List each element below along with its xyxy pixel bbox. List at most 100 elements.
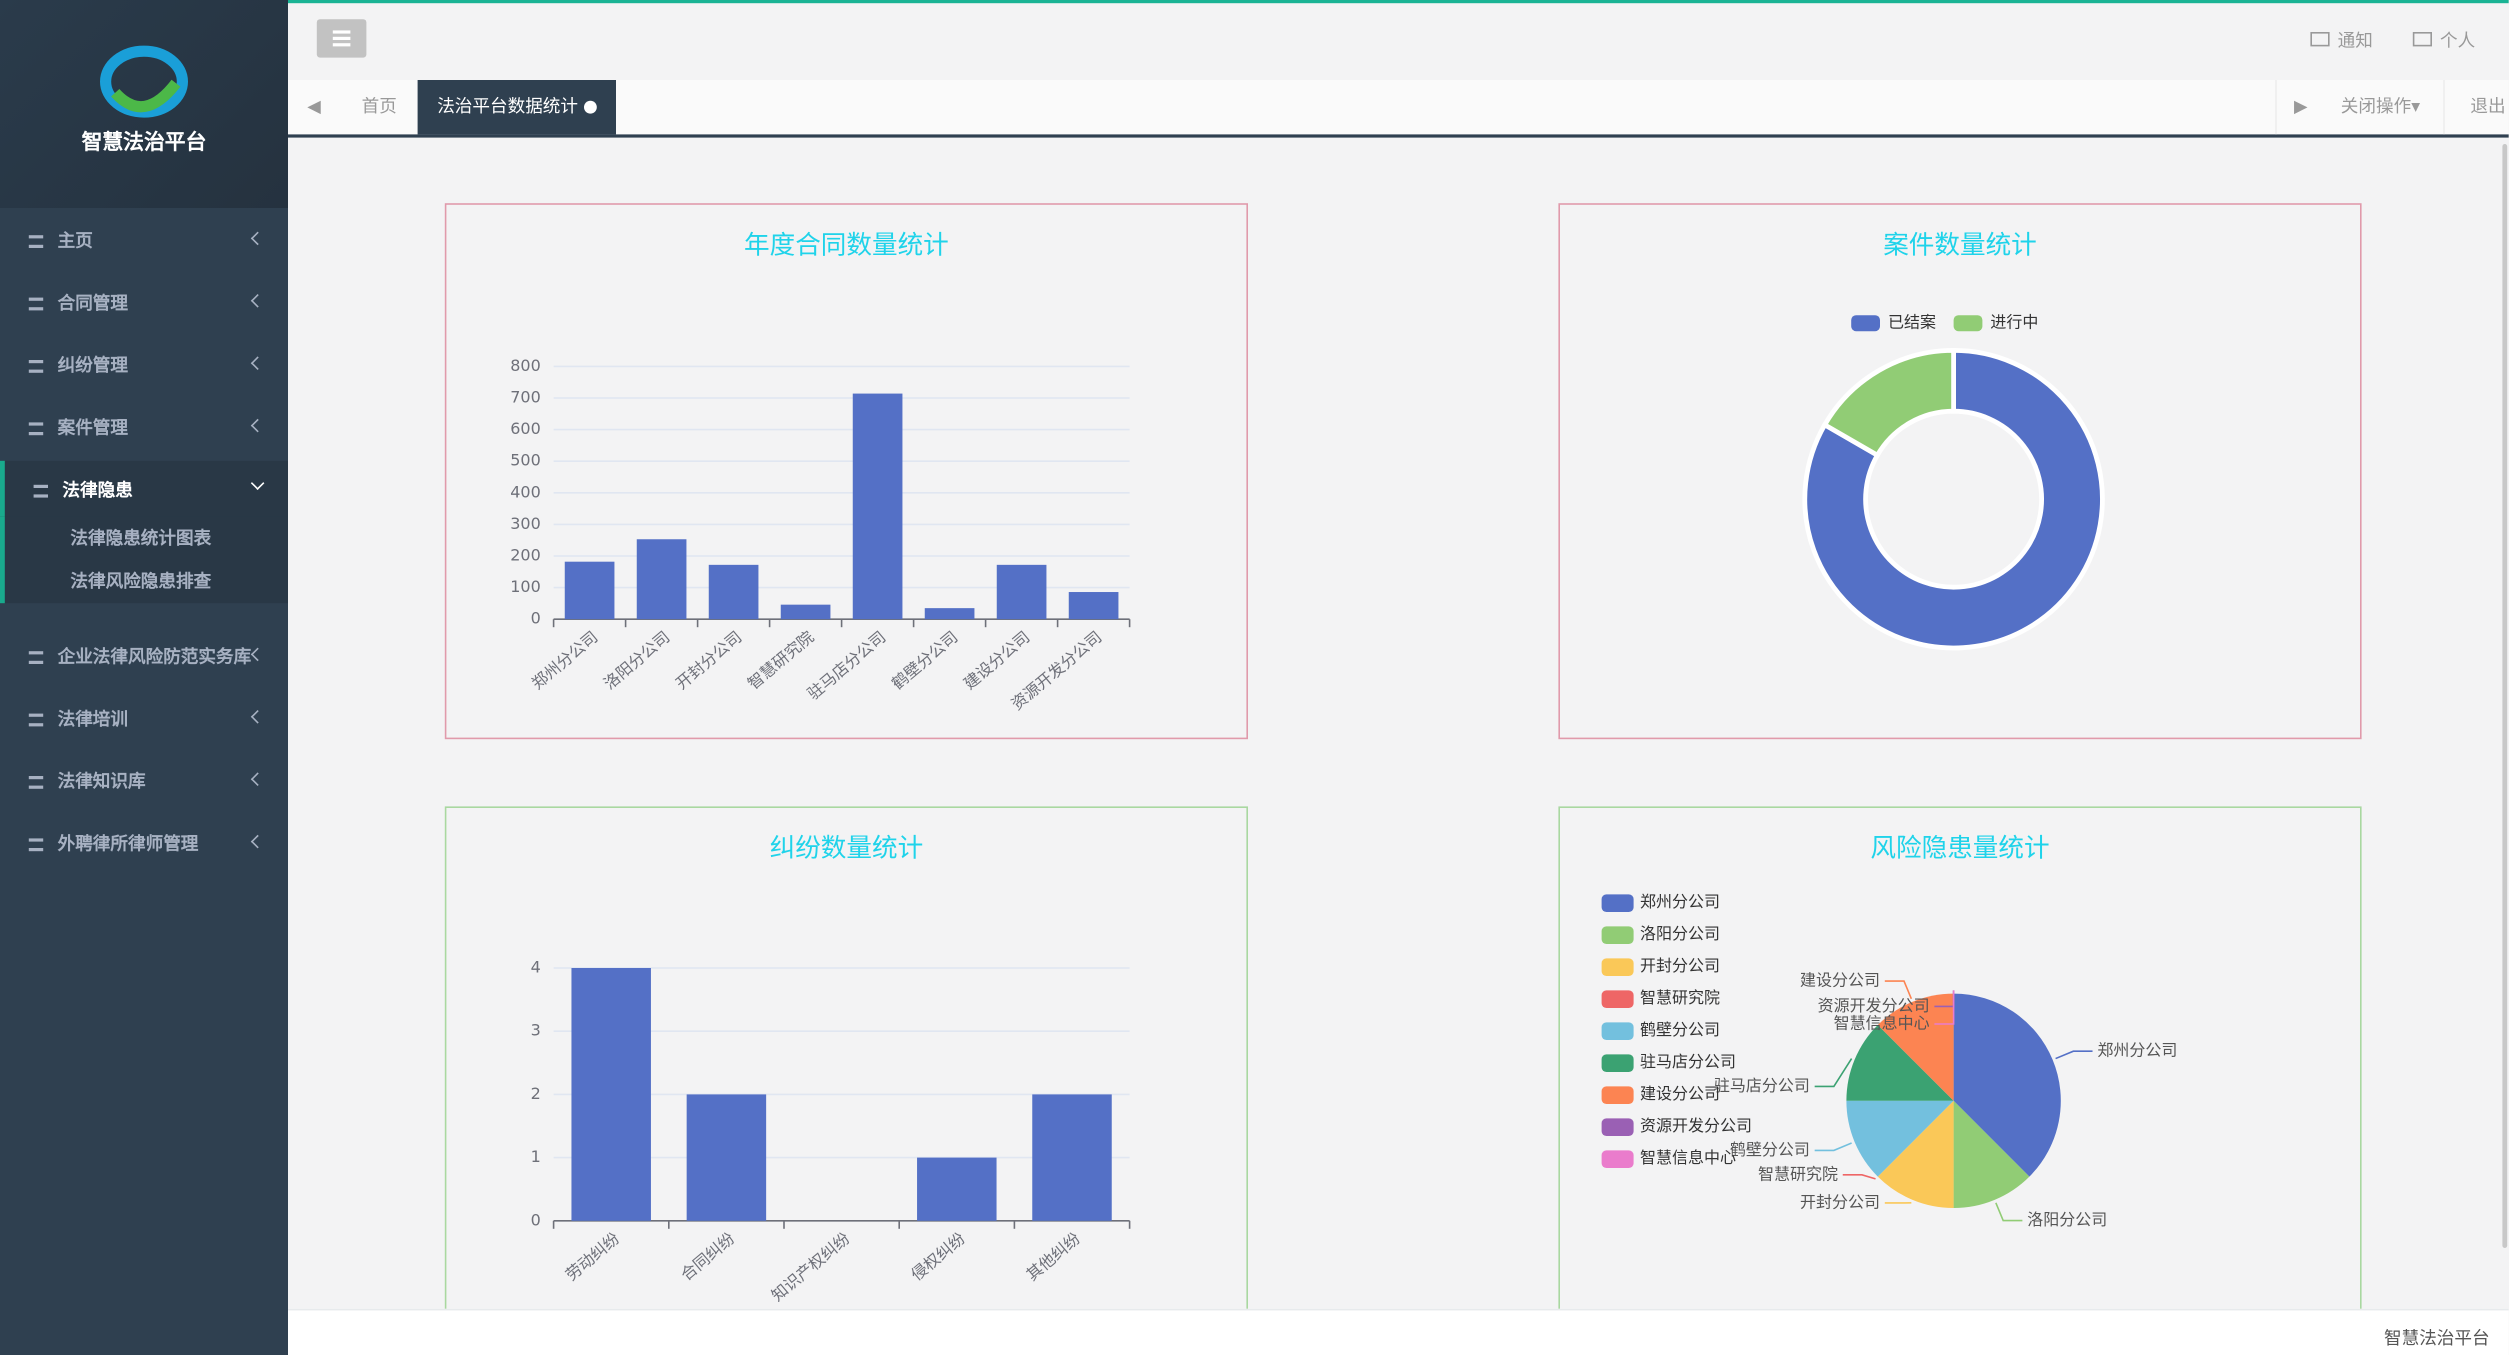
- bar: [636, 539, 687, 620]
- label-line: [1814, 1142, 1852, 1152]
- menu-icon: [28, 235, 44, 248]
- close-ops-label: 关闭操作: [2340, 96, 2412, 117]
- menu-item[interactable]: 法律培训: [0, 690, 288, 751]
- bar: [924, 608, 975, 620]
- y-tick-label: 200: [510, 546, 541, 565]
- x-tick-label: 智慧研究院: [744, 627, 818, 693]
- x-tick-label: 其他纠纷: [1023, 1229, 1084, 1285]
- label-line: [1814, 1058, 1853, 1088]
- x-tick-label: 洛阳分公司: [600, 627, 674, 693]
- x-tick-label: 侵权纠纷: [907, 1229, 968, 1285]
- menu-label: 法律隐患: [62, 480, 133, 501]
- slice-label: 鹤壁分公司: [1730, 1140, 1810, 1159]
- logout[interactable]: 退出: [2443, 80, 2506, 135]
- legend-swatch: [1601, 958, 1634, 976]
- footer-text: 智慧法治平台: [2384, 1328, 2490, 1349]
- legend-swatch: [1601, 1086, 1634, 1104]
- legend-swatch: [1601, 1150, 1634, 1168]
- label-line: [2055, 1050, 2093, 1060]
- chart-title: 案件数量统计: [1883, 230, 2037, 260]
- home-tab[interactable]: 首页: [361, 96, 397, 117]
- bar: [780, 604, 831, 620]
- x-tick-label: 驻马店分公司: [804, 627, 890, 703]
- label-line: [1934, 990, 1955, 1025]
- bar: [564, 561, 615, 620]
- bar: [686, 1094, 767, 1221]
- pie-slice: [1953, 1100, 2030, 1208]
- pie-slice: [1953, 993, 2061, 1177]
- legend-label: 建设分公司: [1640, 1084, 1720, 1103]
- slice-label: 开封分公司: [1800, 1192, 1880, 1211]
- bar: [1032, 1094, 1112, 1221]
- legend-label: 已结案: [1888, 313, 1936, 332]
- x-tick-label: 知识产权纠纷: [768, 1229, 854, 1305]
- notify-label: 通知: [2337, 30, 2373, 52]
- menu-icon: [250, 647, 265, 662]
- menu-icon: [28, 297, 44, 311]
- close-ops[interactable]: 关闭操作▾: [2340, 96, 2421, 117]
- menu-icon: [33, 484, 48, 498]
- sidebar-toggle[interactable]: [316, 19, 367, 58]
- y-tick-label: 2: [531, 1084, 541, 1103]
- menu-label: 法律培训: [57, 708, 128, 730]
- menu-item[interactable]: 主页: [0, 211, 288, 272]
- profile-label: 个人: [2440, 30, 2476, 52]
- pie-slice: [1877, 993, 1954, 1101]
- menu-label: 纠纷管理: [57, 355, 128, 376]
- legend-swatch: [1601, 1118, 1634, 1136]
- submenu-label: 法律隐患统计图表: [70, 528, 212, 549]
- menu-label: 外聘律所律师管理: [57, 833, 199, 855]
- menu-icon: [28, 360, 44, 373]
- bar: [852, 393, 903, 620]
- menu-label: 企业法律风险防范实务库: [57, 646, 252, 668]
- menu-icon: [250, 772, 265, 786]
- chart-title: 纠纷数量统计: [770, 834, 924, 864]
- menu-icon: [28, 651, 44, 664]
- menu-icon: [250, 834, 265, 849]
- label-line: [1884, 980, 1913, 1000]
- menu-item[interactable]: 纠纷管理: [0, 336, 288, 397]
- menu-item[interactable]: 案件管理: [0, 398, 288, 459]
- menu-label: 法律知识库: [57, 771, 146, 792]
- menu-item[interactable]: 法律知识库: [0, 752, 288, 813]
- footer: 智慧法治平台: [288, 1308, 2509, 1355]
- logo: [100, 45, 189, 118]
- menu-icon: [28, 713, 44, 727]
- notify-button[interactable]: 通知: [2310, 27, 2373, 53]
- menu-icon: [28, 422, 44, 436]
- submenu-item[interactable]: 法律风险隐患排查: [0, 560, 288, 604]
- menu-item[interactable]: 合同管理: [0, 274, 288, 335]
- scroll-left[interactable]: ◀: [307, 96, 321, 117]
- legend-label: 郑州分公司: [1640, 892, 1720, 911]
- pie-slice: [1802, 347, 2105, 651]
- menu-item[interactable]: 法律隐患: [0, 460, 288, 522]
- slice-label: 洛阳分公司: [2027, 1210, 2107, 1229]
- menu-icon: [250, 356, 265, 370]
- menu-icon: [250, 231, 265, 246]
- scroll-right[interactable]: ▶: [2275, 80, 2325, 135]
- y-tick-label: 3: [531, 1021, 541, 1040]
- active-tab[interactable]: 法治平台数据统计: [417, 80, 616, 135]
- bar: [917, 1157, 997, 1221]
- legend-label: 进行中: [1990, 313, 2038, 332]
- bar: [1068, 592, 1119, 620]
- chart-title: 年度合同数量统计: [744, 230, 949, 260]
- submenu-item[interactable]: 法律隐患统计图表: [0, 516, 288, 560]
- scrollbar[interactable]: [2502, 144, 2508, 1248]
- legend-label: 资源开发分公司: [1640, 1116, 1752, 1135]
- profile-button[interactable]: 个人: [2412, 27, 2476, 53]
- menu-item[interactable]: 外聘律所律师管理: [0, 814, 288, 875]
- pie-slice: [1877, 1100, 1954, 1208]
- legend-label: 智慧研究院: [1640, 988, 1720, 1007]
- menu-item[interactable]: 企业法律风险防范实务库: [0, 627, 288, 688]
- bar: [996, 564, 1047, 620]
- menu-icon: [250, 476, 265, 490]
- slice-label: 资源开发分公司: [1818, 996, 1930, 1015]
- slice-label: 智慧信息中心: [1834, 1014, 1930, 1033]
- chart-panel: 纠纷数量统计 0 1 2 3 4 劳动纠纷 合同纠纷 知识产权纠纷 侵权纠纷 其他纠纷: [444, 806, 1248, 1335]
- label-line: [1995, 1202, 2023, 1222]
- x-tick-label: 劳动纠纷: [562, 1229, 623, 1285]
- x-tick-label: 郑州分公司: [528, 627, 602, 693]
- legend-swatch: [1601, 1054, 1634, 1072]
